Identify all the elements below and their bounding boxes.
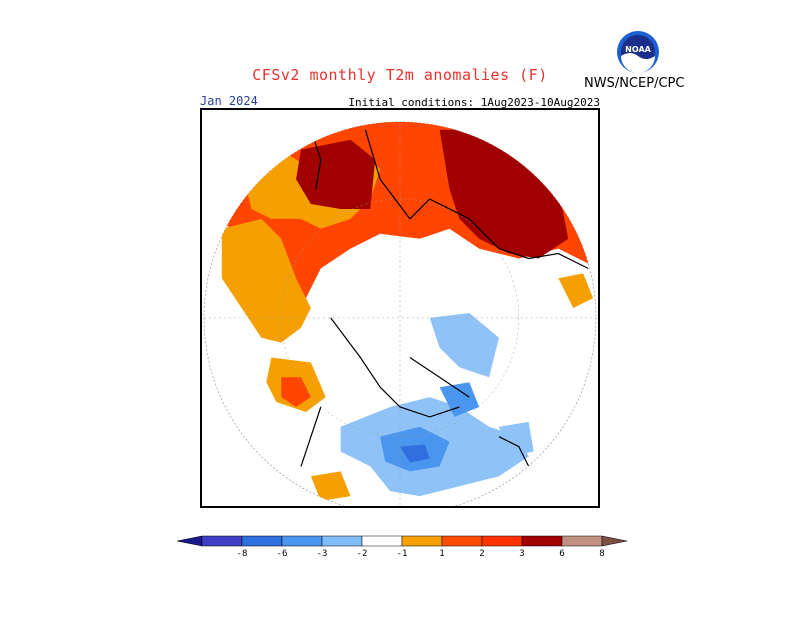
valid-month: Jan 2024 xyxy=(200,94,258,108)
legend-tick-label: 6 xyxy=(559,549,564,559)
legend-tick-label: 2 xyxy=(479,549,484,559)
legend-tick-label: -6 xyxy=(277,549,288,559)
cool-anomaly-region xyxy=(400,444,430,463)
warm-anomaly-region xyxy=(281,377,311,407)
legend-swatch xyxy=(201,535,243,547)
noaa-logo: NOAA xyxy=(616,30,660,78)
cool-anomaly-region xyxy=(439,382,480,417)
legend-arrow-high xyxy=(601,535,628,547)
cool-anomaly-region xyxy=(429,312,499,378)
legend-tick-label: -1 xyxy=(397,549,408,559)
legend-tick-label: -2 xyxy=(357,549,368,559)
strong-warm-region xyxy=(296,139,376,209)
legend-swatch xyxy=(561,535,603,547)
cool-anomaly-region xyxy=(499,421,534,457)
anomaly-map xyxy=(200,108,600,508)
legend-tick-label: -8 xyxy=(237,549,248,559)
legend-tick-label: 8 xyxy=(599,549,604,559)
warm-anomaly-region xyxy=(558,273,594,308)
legend-swatch xyxy=(481,535,523,547)
polar-map-svg xyxy=(203,121,597,506)
color-legend: -8 -6 -3 -2 -1 1 2 3 6 8 xyxy=(172,534,632,574)
legend-swatch xyxy=(241,535,283,547)
noaa-logo-text: NOAA xyxy=(625,45,651,54)
initial-conditions: Initial conditions: 1Aug2023-10Aug2023 xyxy=(348,96,600,109)
legend-swatch xyxy=(441,535,483,547)
chart-title: CFSv2 monthly T2m anomalies (F) xyxy=(252,66,548,84)
coastline xyxy=(300,129,589,467)
legend-tick-label: -3 xyxy=(317,549,328,559)
legend-swatch xyxy=(401,535,443,547)
legend-tick-label: 1 xyxy=(439,549,444,559)
legend-arrow-low xyxy=(176,535,203,547)
legend-tick-label: 3 xyxy=(519,549,524,559)
legend-swatch xyxy=(321,535,363,547)
warm-anomaly-region xyxy=(310,471,351,502)
legend-swatch xyxy=(521,535,563,547)
legend-swatch xyxy=(281,535,323,547)
legend-swatch xyxy=(361,535,403,547)
agency-label: NWS/NCEP/CPC xyxy=(584,76,685,91)
